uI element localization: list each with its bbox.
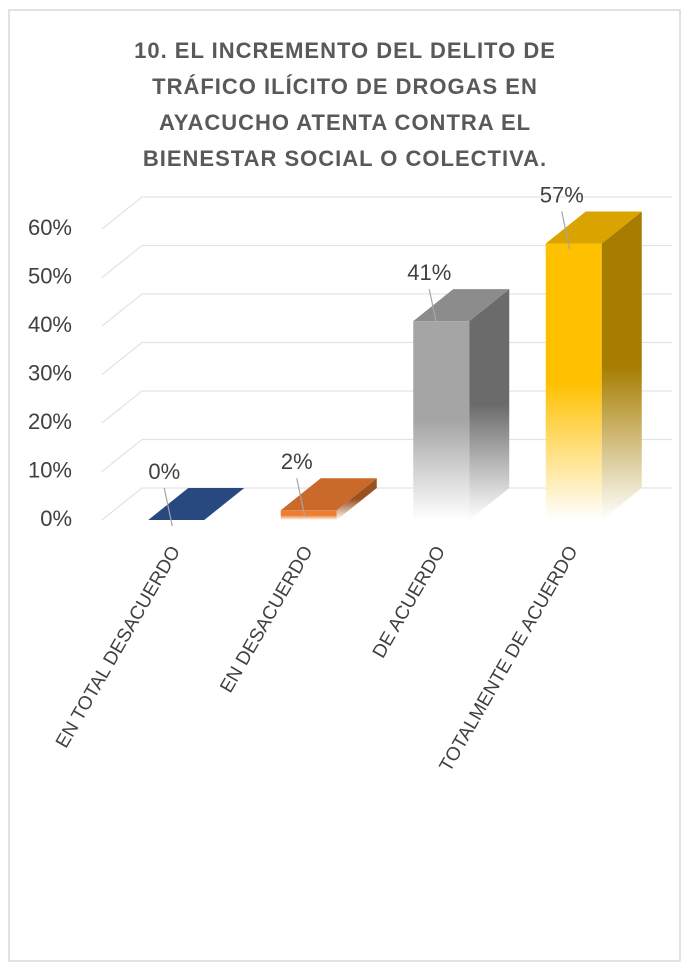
y-tick-label: 50% — [28, 263, 72, 288]
bar-front — [413, 321, 470, 520]
bar-top — [280, 478, 377, 511]
leader-line — [163, 487, 173, 527]
y-tick-label: 60% — [28, 215, 72, 240]
bar-top — [545, 211, 642, 244]
bar-front — [545, 243, 602, 521]
y-tick-label: 40% — [28, 312, 72, 337]
value-label: 57% — [540, 182, 584, 207]
value-label: 0% — [148, 459, 180, 484]
leader-line — [428, 289, 438, 328]
leader-line — [561, 211, 571, 250]
bar-side — [336, 478, 377, 520]
value-label: 2% — [281, 449, 313, 474]
chart-title: BIENESTAR SOCIAL O COLECTIVA. — [143, 146, 547, 171]
bar-top — [413, 289, 510, 322]
bar-side — [469, 289, 510, 520]
y-tick-label: 10% — [28, 457, 72, 482]
bar-top — [148, 488, 245, 520]
leader-line — [296, 478, 306, 517]
bar-front — [280, 510, 337, 520]
bar-side — [601, 211, 642, 521]
grid-line — [101, 196, 672, 230]
chart-title: TRÁFICO ILÍCITO DE DROGAS EN — [152, 74, 538, 99]
chart-title: 10. EL INCREMENTO DEL DELITO DE — [134, 38, 556, 63]
y-tick-label: 0% — [40, 506, 72, 531]
y-tick-label: 30% — [28, 360, 72, 385]
grid-line — [101, 244, 672, 278]
y-tick-label: 20% — [28, 409, 72, 434]
value-label: 41% — [407, 260, 451, 285]
chart-title: AYACUCHO ATENTA CONTRA EL — [159, 110, 531, 135]
